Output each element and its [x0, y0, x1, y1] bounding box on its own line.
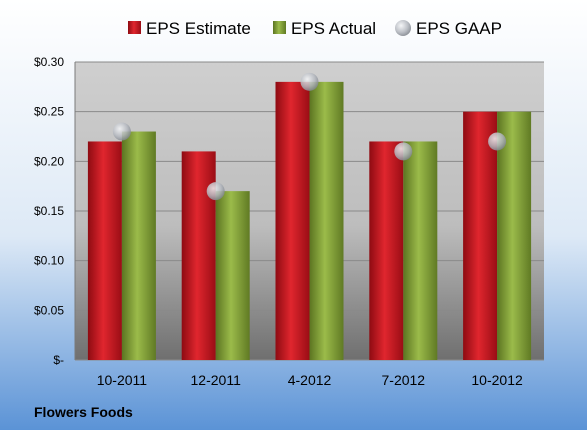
legend-label-actual: EPS Actual: [291, 19, 376, 38]
bar-eps-actual: [121, 131, 156, 360]
bar-eps-estimate: [463, 111, 498, 361]
bar-eps-estimate: [87, 141, 122, 360]
marker-eps-gaap: [300, 72, 319, 91]
legend: EPS Estimate EPS Actual EPS GAAP: [128, 19, 502, 38]
legend-label-gaap: EPS GAAP: [416, 19, 502, 38]
y-tick-label: $-: [53, 353, 64, 367]
bar-eps-estimate: [369, 141, 404, 360]
legend-swatch-gaap: [395, 20, 411, 36]
bar-eps-estimate: [275, 81, 310, 360]
bar-eps-actual: [309, 81, 344, 360]
y-tick-label: $0.20: [34, 154, 64, 168]
bars: [87, 81, 532, 361]
gaap-markers: [112, 72, 507, 201]
marker-eps-gaap: [112, 122, 131, 141]
x-axis: 10-2011 12-2011 4-2012 7-2012 10-2012: [97, 372, 523, 388]
bar-eps-actual: [215, 191, 250, 360]
marker-eps-gaap: [488, 132, 507, 151]
x-tick-label: 10-2011: [97, 372, 148, 388]
x-tick-label: 4-2012: [288, 372, 332, 388]
y-tick-label: $0.05: [34, 303, 64, 317]
y-tick-label: $0.15: [34, 204, 64, 218]
legend-swatch-actual: [273, 21, 286, 34]
legend-item-gaap: EPS GAAP: [395, 19, 502, 38]
marker-eps-gaap: [394, 142, 413, 161]
footer-company: Flowers Foods: [34, 404, 133, 420]
legend-swatch-estimate: [128, 21, 141, 34]
x-tick-label: 7-2012: [382, 372, 426, 388]
y-axis: $- $0.05 $0.10 $0.15 $0.20 $0.25 $0.30: [34, 55, 76, 367]
bar-eps-actual: [403, 141, 438, 360]
legend-label-estimate: EPS Estimate: [146, 19, 251, 38]
y-tick-label: $0.10: [34, 254, 64, 268]
legend-item-estimate: EPS Estimate: [128, 19, 251, 38]
y-tick-label: $0.25: [34, 105, 64, 119]
marker-eps-gaap: [206, 182, 225, 201]
x-tick-label: 10-2012: [471, 372, 523, 388]
y-tick-label: $0.30: [34, 55, 64, 69]
bar-eps-estimate: [181, 151, 216, 360]
x-tick-label: 12-2011: [191, 372, 242, 388]
legend-item-actual: EPS Actual: [273, 19, 376, 38]
bar-eps-actual: [497, 111, 532, 361]
